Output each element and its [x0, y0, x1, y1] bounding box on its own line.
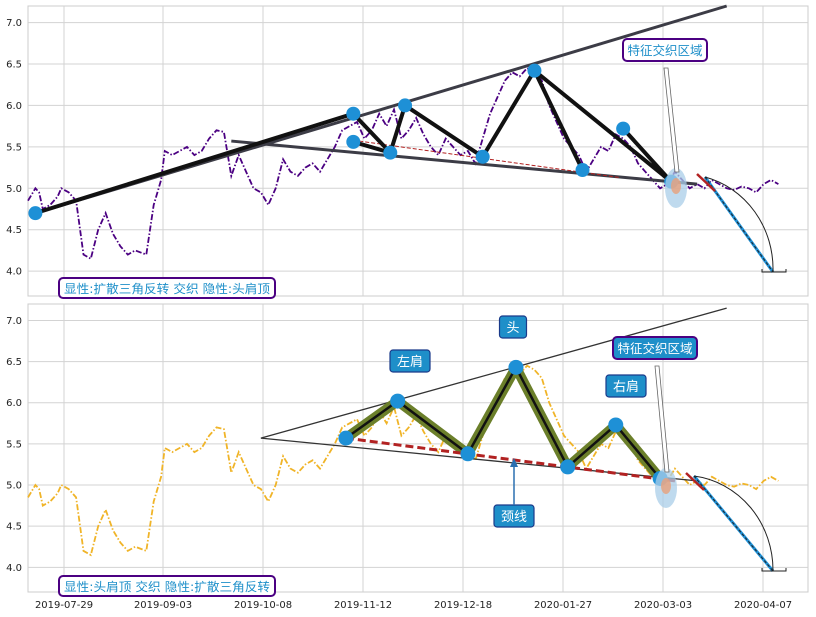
neckline-arrowhead: [510, 458, 518, 467]
y-tick-label: 4.0: [6, 267, 22, 278]
y-tick-label: 5.5: [6, 142, 22, 153]
y-tick-label: 6.5: [6, 357, 22, 368]
pivot-marker: [346, 106, 361, 121]
left-shoulder-label: 左肩: [397, 354, 423, 370]
projection-arc: [704, 176, 774, 273]
pivot-marker: [460, 446, 476, 462]
y-tick-label: 6.0: [6, 101, 22, 112]
callout-label: 特征交织区域: [617, 341, 692, 356]
projection-arc: [693, 475, 774, 572]
bottom-panel: 4.0 4.5 5.0 5.5 6.0 6.5 7.0 2019-07-29 2019-09-0…: [6, 303, 809, 611]
pivot-marker: [383, 145, 398, 160]
breakdown-segment: [696, 173, 716, 192]
y-tick-label: 7.0: [6, 316, 22, 327]
y-tick-label: 7.0: [6, 18, 22, 29]
pattern-label-box: [58, 575, 276, 597]
pivot-marker: [575, 163, 590, 178]
x-tick-label: 2019-11-12: [334, 600, 392, 611]
neckline: [345, 436, 676, 483]
y-tick-label: 4.0: [6, 563, 22, 574]
pattern-label-text: 显性:头肩顶 交织 隐性:扩散三角反转: [64, 579, 270, 594]
head-label: 头: [506, 321, 519, 336]
lower-trendline: [231, 139, 698, 186]
pivot-marker: [390, 393, 406, 409]
pivot-marker: [560, 459, 576, 475]
y-tick-label: 6.5: [6, 60, 22, 71]
breakdown-segment: [685, 472, 705, 491]
pattern-label-text: 显性:扩散三角反转 交织 隐性:头肩顶: [64, 281, 270, 296]
x-tick-label: 2019-12-18: [434, 600, 492, 611]
upper-trendline: [260, 307, 727, 439]
pivot-marker: [475, 149, 490, 164]
price-series-line: [27, 364, 779, 557]
intersection-core: [661, 478, 671, 494]
x-tick-label: 2020-04-07: [734, 600, 792, 611]
callout-arrow: [663, 67, 680, 173]
pivot-marker: [28, 206, 43, 221]
y-tick-label: 5.0: [6, 481, 22, 492]
callout-label: 特征交织区域: [627, 43, 702, 58]
callout-box: [622, 38, 708, 62]
pivot-marker: [608, 417, 624, 433]
y-tick-label: 5.0: [6, 184, 22, 195]
y-tick-label: 4.5: [6, 225, 22, 236]
projection-center: [704, 176, 774, 273]
pivot-marker: [398, 98, 413, 113]
y-tick-label: 6.0: [6, 398, 22, 409]
y-tick-label: 4.5: [6, 522, 22, 533]
x-tick-label: 2019-07-29: [35, 600, 93, 611]
right-shoulder-label: 右肩: [613, 379, 639, 395]
pivot-marker: [338, 430, 354, 446]
x-tick-label: 2019-10-08: [234, 600, 292, 611]
pivot-marker: [616, 121, 631, 136]
right-shoulder-label-box: [605, 374, 647, 398]
pivot-marker: [346, 134, 361, 149]
callout-arrow: [654, 365, 670, 473]
x-tick-label: 2019-09-03: [134, 600, 192, 611]
target-bracket: [761, 269, 787, 273]
y-tick-label: 5.5: [6, 439, 22, 450]
projection-center: [693, 475, 774, 572]
left-shoulder-label-box: [389, 349, 431, 373]
pattern-label-box: [58, 277, 276, 299]
x-tick-label: 2020-01-27: [534, 600, 592, 611]
head-label-box: [498, 315, 528, 339]
intersection-core: [671, 178, 681, 194]
neckline-label: 颈线: [501, 510, 527, 525]
pivot-path: [351, 112, 392, 155]
x-tick-label: 2020-03-03: [634, 600, 692, 611]
pivot-marker: [527, 63, 542, 78]
pivot-marker: [508, 359, 524, 375]
callout-box: [612, 336, 698, 360]
pivot-path: [34, 111, 354, 216]
target-bracket: [761, 568, 787, 572]
